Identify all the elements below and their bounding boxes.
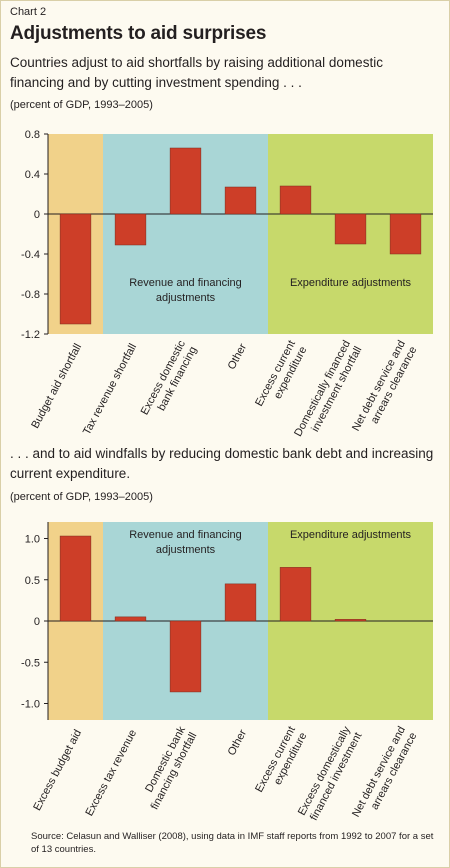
bar-1 (59, 535, 92, 622)
y-tick-label: 0 (34, 209, 40, 221)
panel1-units: (percent of GDP, 1993–2005) (10, 99, 153, 111)
y-tick-label: -0.8 (21, 289, 40, 301)
y-tick-label: 0 (34, 616, 40, 628)
region-label: Expenditure adjustments (290, 529, 412, 541)
bar-4 (224, 186, 257, 215)
bar-7 (389, 213, 422, 255)
y-tick-label: -1.2 (21, 329, 40, 341)
region-label: Revenue and financing (129, 529, 242, 541)
y-tick-label: 0.4 (25, 169, 40, 181)
region-label: Revenue and financing (129, 277, 242, 289)
chart-title: Adjustments to aid surprises (10, 23, 267, 44)
y-tick-label: 1.0 (25, 534, 40, 546)
chart-number-label: Chart 2 (10, 6, 47, 18)
panel1-subtitle: Countries adjust to aid shortfalls by ra… (10, 55, 383, 90)
source-note: Source: Celasun and Walliser (2008), usi… (31, 831, 434, 855)
region-label: adjustments (156, 292, 216, 304)
bar-6 (334, 619, 367, 622)
x-tick-label-line: Other (226, 727, 250, 757)
x-tick-label-line: Excess tax revenue (83, 728, 139, 818)
y-tick-label: -0.4 (21, 249, 40, 261)
bar-5 (279, 185, 312, 215)
bar-2 (114, 616, 147, 622)
region-label: adjustments (156, 544, 216, 556)
y-tick-label: 0.8 (25, 129, 40, 141)
panel2-subtitle: . . . and to aid windfalls by reducing d… (10, 446, 434, 481)
bar-3 (169, 620, 202, 693)
x-tick-label-line: Excess budget aid (31, 728, 84, 813)
x-tick-label: Excess tax revenue (83, 728, 139, 818)
panel2-units: (percent of GDP, 1993–2005) (10, 491, 153, 503)
bar-6 (334, 213, 367, 245)
y-tick-label: -1.0 (21, 699, 40, 711)
x-tick-label: Excess budget aid (31, 728, 84, 813)
bar-5 (279, 567, 312, 622)
y-tick-label: 0.5 (25, 575, 40, 587)
bar-3 (169, 147, 202, 215)
x-tick-label: Other (226, 727, 250, 757)
bar-2 (114, 213, 147, 246)
bar-4 (224, 583, 257, 622)
bar-1 (59, 213, 92, 325)
y-tick-label: -0.5 (21, 657, 40, 669)
region-label: Expenditure adjustments (290, 277, 412, 289)
panel1-chart: Revenue and financing adjustments Expendit… (21, 129, 433, 439)
